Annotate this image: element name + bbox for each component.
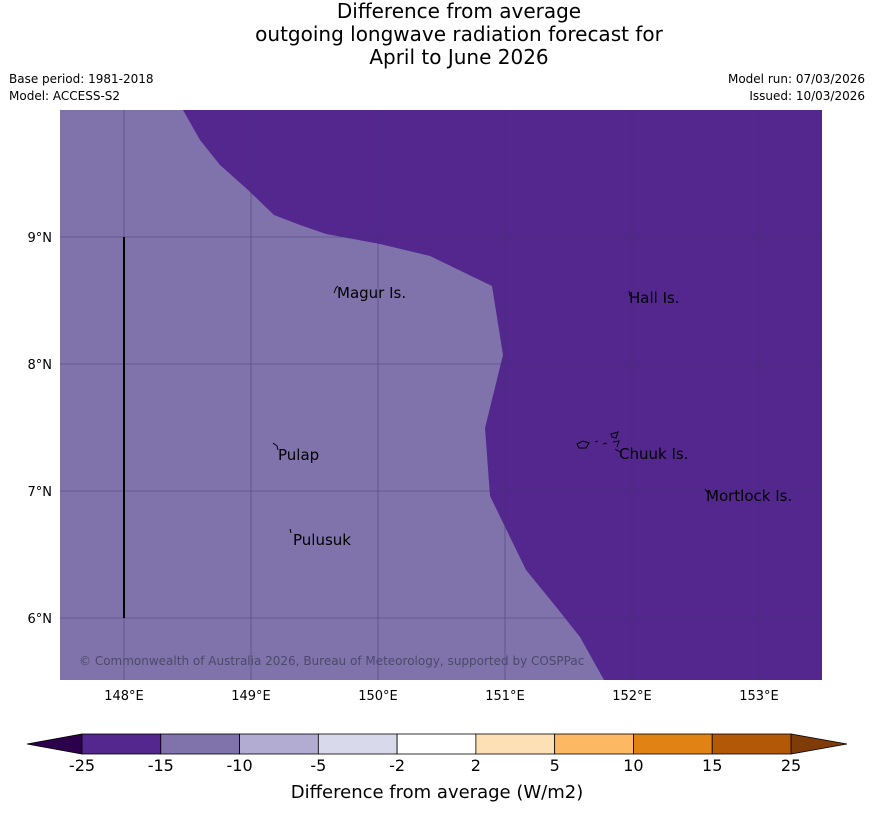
lat-tick-label: 9°N (28, 231, 53, 246)
anomaly-band-dark (183, 110, 822, 680)
colorbar-segments (81, 733, 792, 755)
colorbar: -25 -15 -10 -5 -2 2 5 10 15 25 Difference from av… (26, 733, 848, 803)
magur-island-shape (333, 285, 339, 294)
colorbar-extend-low (26, 733, 83, 755)
colorbar-segment (239, 733, 319, 755)
colorbar-segment (554, 733, 634, 755)
place-label-pulap: Pulap (278, 446, 319, 464)
model-name: Model: ACCESS-S2 (9, 89, 121, 103)
longitude-axis: 148°E 149°E 150°E 151°E 152°E 153°E (104, 689, 779, 704)
lon-tick-label: 151°E (485, 689, 525, 704)
copyright-notice: © Commonwealth of Australia 2026, Bureau… (79, 654, 584, 668)
map-title: Difference from average outgoing longwav… (0, 0, 873, 69)
chuuk-lagoon-shape (576, 431, 621, 453)
meta-right: Model run: 07/03/2026 Issued: 10/03/2026 (728, 71, 865, 105)
colorbar-tick-label: 2 (471, 756, 481, 775)
pulap-island-shape (272, 442, 279, 451)
title-line-2: outgoing longwave radiation forecast for (255, 22, 663, 46)
title-line-3: April to June 2026 (369, 45, 549, 69)
place-label-hall: Hall Is. (629, 289, 680, 307)
colorbar-segment (633, 733, 713, 755)
island-outlines (272, 285, 709, 534)
lon-tick-label: 150°E (358, 689, 398, 704)
lon-tick-label: 148°E (104, 689, 144, 704)
colorbar-tick-label: -5 (310, 756, 326, 775)
model-run: Model run: 07/03/2026 (727, 72, 865, 86)
meta-left: Base period: 1981-2018 Model: ACCESS-S2 (9, 71, 154, 105)
colorbar-ticks: -25 -15 -10 -5 -2 2 5 10 15 25 (69, 756, 801, 775)
colorbar-extend-high (790, 733, 848, 755)
place-label-pulusuk: Pulusuk (293, 531, 351, 549)
lon-tick-label: 149°E (231, 689, 271, 704)
colorbar-segment (81, 733, 162, 755)
colorbar-tick-label: 25 (781, 756, 801, 775)
place-label-chuuk: Chuuk Is. (619, 445, 688, 463)
colorbar-segment (317, 733, 398, 755)
lat-tick-label: 6°N (28, 612, 53, 627)
colorbar-segment (475, 733, 556, 755)
colorbar-tick-label: 10 (623, 756, 643, 775)
map-area: Magur Is. Hall Is. Pulap Chuuk Is. Mortl… (60, 110, 822, 680)
latitude-axis: 9°N 8°N 7°N 6°N (28, 231, 53, 627)
pulusuk-island-shape (289, 528, 292, 534)
hall-island-shape (628, 290, 631, 297)
colorbar-tick-label: -10 (226, 756, 252, 775)
lon-tick-label: 152°E (612, 689, 652, 704)
lat-tick-label: 7°N (28, 485, 53, 500)
colorbar-tick-label: 15 (702, 756, 722, 775)
colorbar-tick-label: -15 (148, 756, 174, 775)
colorbar-tick-label: -25 (69, 756, 95, 775)
base-period: Base period: 1981-2018 (9, 72, 154, 86)
lat-tick-label: 8°N (28, 358, 53, 373)
lon-tick-label: 153°E (739, 689, 779, 704)
colorbar-tick-label: 5 (550, 756, 560, 775)
title-line-1: Difference from average (336, 0, 582, 23)
place-label-magur: Magur Is. (337, 284, 406, 302)
issued-date: Issued: 10/03/2026 (749, 89, 865, 103)
mortlock-island-shape (704, 488, 709, 494)
colorbar-tick-label: -2 (389, 756, 405, 775)
colorbar-segment (396, 733, 477, 755)
place-label-mortlock: Mortlock Is. (706, 487, 792, 505)
colorbar-label: Difference from average (W/m2) (291, 782, 583, 803)
colorbar-segment (711, 733, 792, 755)
colorbar-segment (160, 733, 240, 755)
